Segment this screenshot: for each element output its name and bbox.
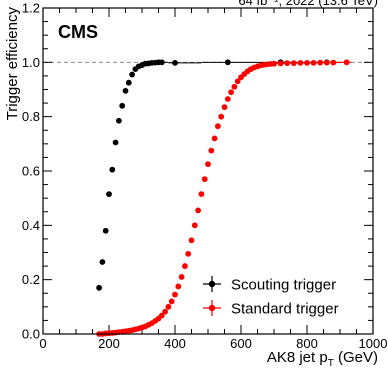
plot-frame bbox=[42, 7, 374, 335]
data-point bbox=[317, 59, 324, 66]
data-point bbox=[175, 283, 182, 290]
data-point bbox=[211, 135, 218, 142]
data-point bbox=[284, 60, 291, 67]
data-point bbox=[208, 147, 215, 154]
x-tick-label: 0 bbox=[39, 336, 46, 351]
series-layer bbox=[96, 59, 352, 337]
legend-label: Standard trigger bbox=[231, 301, 339, 318]
x-axis-label-subscript: T bbox=[328, 358, 334, 368]
data-point bbox=[221, 104, 228, 111]
data-point bbox=[119, 102, 126, 109]
axes-group: 0 200 400 600 800 1000 0.0 0.2 0.4 0.6 0.8 1.0 1.2 bbox=[22, 1, 388, 352]
data-point bbox=[168, 298, 175, 305]
y-tick-label: 0.6 bbox=[22, 164, 40, 179]
data-point bbox=[165, 303, 172, 310]
data-point bbox=[304, 59, 310, 66]
data-point bbox=[231, 83, 238, 90]
data-point bbox=[191, 222, 198, 229]
experiment-label: CMS bbox=[58, 22, 98, 42]
data-point bbox=[228, 89, 235, 96]
data-point bbox=[178, 274, 185, 280]
data-point bbox=[271, 60, 277, 67]
data-point bbox=[224, 59, 231, 66]
y-axis-label: Trigger efficiency bbox=[4, 7, 21, 121]
x-axis-label-unit: (GeV) bbox=[334, 349, 378, 366]
data-point bbox=[201, 176, 208, 183]
series-standard-trigger bbox=[96, 59, 352, 337]
legend-label: Scouting trigger bbox=[231, 277, 336, 294]
x-tick-label: 200 bbox=[98, 336, 120, 351]
data-point bbox=[162, 308, 169, 315]
legend-marker bbox=[208, 304, 216, 312]
data-point bbox=[198, 191, 205, 197]
x-tick-label: 400 bbox=[164, 336, 186, 351]
x-tick-label: 800 bbox=[296, 336, 318, 351]
data-point bbox=[102, 227, 109, 234]
data-point bbox=[215, 123, 221, 130]
y-tick-label: 0.8 bbox=[22, 109, 40, 124]
data-point bbox=[106, 191, 112, 197]
data-point bbox=[277, 60, 284, 67]
data-point bbox=[172, 59, 178, 66]
data-point bbox=[310, 59, 317, 66]
data-point bbox=[182, 263, 188, 269]
data-point bbox=[330, 59, 337, 66]
data-point bbox=[99, 259, 106, 265]
data-point bbox=[112, 139, 119, 146]
x-axis-label: AK8 jet pT (GeV) bbox=[267, 349, 378, 368]
y-tick-label: 1.0 bbox=[22, 55, 40, 70]
y-tick-label: 0.4 bbox=[22, 218, 40, 233]
data-point bbox=[158, 59, 165, 66]
data-point bbox=[234, 78, 241, 85]
data-point bbox=[224, 96, 231, 102]
legend: Scouting trigger Standard trigger bbox=[203, 276, 339, 318]
data-point bbox=[125, 79, 132, 86]
data-point bbox=[195, 207, 202, 214]
x-tick-label: 600 bbox=[230, 336, 252, 351]
data-point bbox=[158, 312, 165, 319]
data-point bbox=[116, 117, 122, 124]
data-point bbox=[218, 113, 225, 120]
y-tick-label: 1.2 bbox=[22, 1, 40, 16]
data-point bbox=[188, 237, 195, 244]
x-axis-label-main: AK8 jet p bbox=[267, 349, 328, 366]
data-point bbox=[205, 161, 211, 168]
legend-marker bbox=[208, 280, 216, 288]
data-point bbox=[96, 284, 102, 291]
legend-item-standard-trigger: Standard trigger bbox=[203, 300, 339, 318]
y-tick-label: 0.0 bbox=[22, 327, 40, 342]
x-tick-label: 1000 bbox=[359, 336, 388, 351]
data-point bbox=[122, 87, 129, 94]
data-point bbox=[290, 60, 297, 67]
data-point bbox=[172, 291, 178, 298]
data-point bbox=[323, 59, 330, 66]
luminosity-label: 64 fb⁻¹, 2022 (13.6 TeV) bbox=[238, 0, 378, 8]
data-point bbox=[185, 250, 192, 257]
data-point bbox=[129, 71, 136, 78]
data-point bbox=[109, 166, 116, 173]
data-point bbox=[297, 59, 304, 66]
y-tick-label: 0.2 bbox=[22, 272, 40, 287]
data-point bbox=[343, 59, 350, 66]
legend-item-scouting-trigger: Scouting trigger bbox=[203, 276, 336, 294]
